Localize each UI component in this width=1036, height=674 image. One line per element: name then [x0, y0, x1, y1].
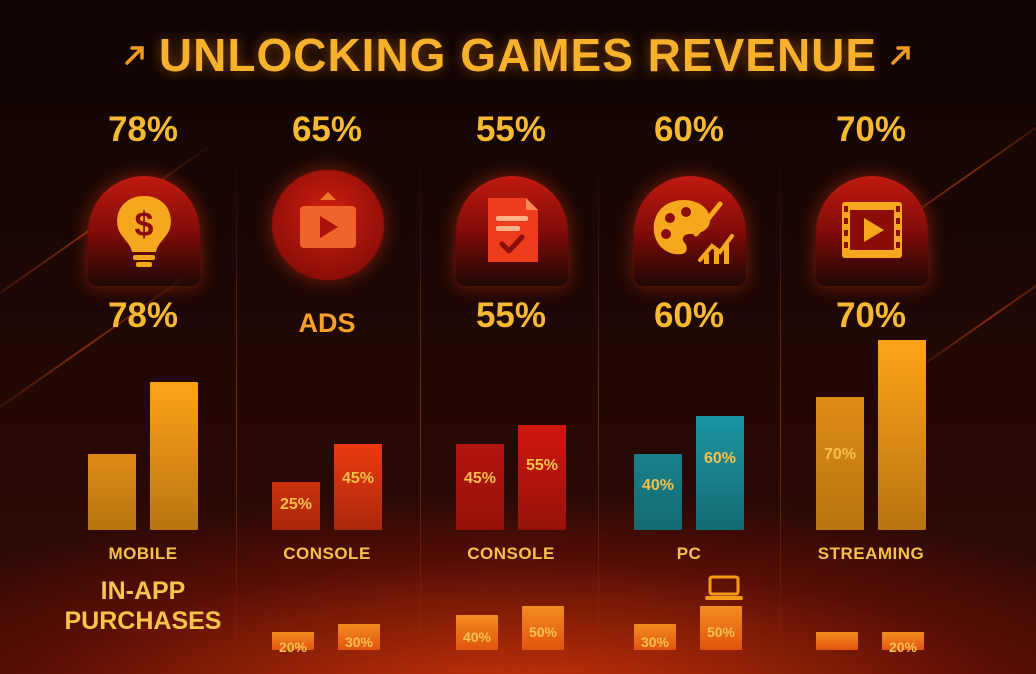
panel-subtitle: IN-APP PURCHASES — [54, 576, 232, 636]
small-bar — [700, 606, 742, 650]
column-divider — [780, 150, 781, 670]
panel-top-value: 70% — [835, 110, 907, 149]
panel-mid-label: ADS — [298, 308, 356, 338]
panel-mid-label: 55% — [475, 296, 547, 335]
small-bar-value-label: 30% — [640, 634, 670, 651]
bar — [878, 340, 926, 530]
panel-category: PC — [676, 544, 702, 563]
bar — [88, 454, 136, 530]
panel-category: CONSOLE — [283, 544, 371, 563]
panel-top-value: 60% — [653, 110, 725, 149]
bar-value-label: 70% — [823, 446, 857, 463]
bar — [456, 444, 504, 530]
small-bar-value-label: 40% — [462, 629, 492, 645]
bar-value-label: 45% — [463, 469, 497, 487]
svg-text:$: $ — [135, 206, 154, 244]
panel-category: CONSOLE — [467, 544, 555, 563]
small-bar — [816, 632, 858, 650]
document-check-icon — [488, 198, 538, 262]
title-row: UNLOCKING GAMES REVENUE — [0, 28, 1036, 88]
small-bar-value-label: 50% — [706, 623, 736, 640]
bar-value-label: 40% — [641, 476, 675, 494]
small-bar — [634, 624, 676, 650]
small-bar-value-label: 20% — [888, 639, 918, 656]
bar — [334, 444, 382, 530]
video-ad-icon — [300, 192, 356, 248]
panel-pc: 60% 60% PC 40% 60% 30% 50% — [600, 100, 778, 670]
bar-value-label: 60% — [703, 450, 737, 468]
icon-badge: $ — [88, 176, 200, 286]
panel-top-value: 78% — [107, 110, 179, 149]
icon-badge — [634, 176, 746, 286]
small-bar — [456, 615, 498, 650]
column-divider — [236, 150, 237, 670]
panel-streaming: 70% 70% STREAMING 70% 20% — [782, 100, 960, 670]
panel-mid-label: 78% — [107, 296, 179, 335]
small-bar — [338, 624, 380, 650]
panel-ads: 65% ADS CONSOLE 25% 45% 20% 30% — [238, 100, 416, 670]
panel-subtitle-line: IN-APP — [100, 577, 186, 605]
panel-console: 55% 55% CONSOLE 45% 55% 40% 50% — [422, 100, 600, 670]
bar — [816, 397, 864, 530]
page-title: UNLOCKING GAMES REVENUE — [158, 29, 878, 81]
icon-badge — [816, 176, 928, 286]
small-bar — [272, 632, 314, 650]
panel-top-value: 55% — [475, 110, 547, 149]
palette-chart-icon — [653, 200, 734, 264]
small-bar-value-label: 50% — [528, 623, 558, 640]
bar-value-label: 25% — [279, 496, 313, 514]
bar — [150, 382, 198, 530]
bar — [272, 482, 320, 530]
bar-value-label: 55% — [525, 456, 559, 474]
bar — [634, 454, 682, 530]
panel-mobile: 78% $ 78% MOBILE IN-APP PURCHASES — [54, 100, 232, 670]
bar-value-label: 45% — [341, 469, 375, 487]
panel-category: STREAMING — [817, 544, 925, 563]
laptop-icon — [705, 575, 743, 600]
icon-badge — [456, 176, 568, 286]
panel-mid-label: 70% — [835, 296, 907, 335]
small-bar-value-label: 30% — [344, 634, 374, 651]
arrow-up-right-icon — [125, 46, 145, 65]
bar — [518, 425, 566, 530]
panel-top-value: 65% — [291, 110, 363, 149]
column-divider — [420, 150, 421, 670]
small-bar — [882, 632, 924, 650]
dollar-lightbulb-icon: $ — [117, 196, 171, 267]
panel-category: MOBILE — [108, 544, 178, 563]
small-bar-value-label: 20% — [278, 639, 308, 656]
panel-subtitle-line: PURCHASES — [64, 607, 222, 635]
film-play-icon — [842, 202, 902, 258]
bar — [696, 416, 744, 530]
column-divider — [598, 150, 599, 670]
small-bar — [522, 606, 564, 650]
icon-badge — [272, 170, 384, 280]
panel-mid-label: 60% — [653, 296, 725, 335]
arrow-up-right-icon — [890, 46, 910, 65]
